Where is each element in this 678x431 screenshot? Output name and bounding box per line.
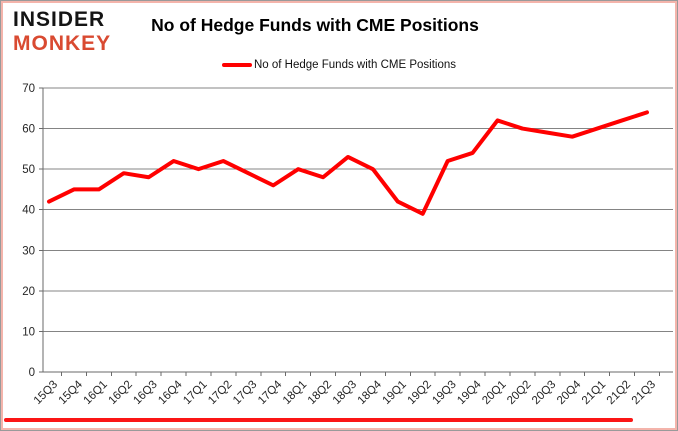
- x-tick-label: 21Q3: [630, 379, 658, 407]
- logo-line-insider: INSIDER: [13, 8, 106, 31]
- chart-legend: No of Hedge Funds with CME Positions: [1, 59, 677, 71]
- x-tick-label: 20Q4: [555, 378, 584, 407]
- x-tick-label: 19Q1: [381, 379, 409, 407]
- x-tick-label: 16Q2: [106, 379, 134, 407]
- x-tick-label: 18Q2: [306, 379, 334, 407]
- y-tick-label: 60: [22, 124, 35, 136]
- x-tick-label: 16Q4: [156, 378, 185, 407]
- y-tick-label: 0: [29, 367, 35, 379]
- footer-red-rule: [4, 418, 633, 422]
- x-tick-label: 20Q2: [505, 379, 533, 407]
- y-tick-label: 20: [22, 286, 35, 298]
- x-tick-label: 16Q3: [131, 379, 159, 407]
- x-tick-label: 21Q1: [580, 379, 608, 407]
- insider-monkey-logo: INSIDER MONKEY: [13, 8, 111, 56]
- x-tick-label: 19Q3: [430, 379, 458, 407]
- chart-title: No of Hedge Funds with CME Positions: [151, 15, 479, 35]
- x-tick-label: 16Q1: [82, 379, 110, 407]
- x-tick-label: 19Q2: [405, 379, 433, 407]
- y-tick-label: 40: [22, 205, 35, 217]
- y-tick-label: 70: [22, 83, 35, 95]
- x-tick-label: 17Q1: [181, 379, 209, 407]
- y-tick-label: 10: [22, 326, 35, 338]
- x-tick-label: 17Q4: [256, 378, 285, 407]
- legend-series-line-swatch: [222, 63, 252, 67]
- x-tick-label: 15Q4: [57, 378, 86, 407]
- x-tick-label: 20Q1: [480, 379, 508, 407]
- x-tick-label: 17Q3: [231, 379, 259, 407]
- y-tick-label: 50: [22, 164, 35, 176]
- x-tick-label: 18Q1: [281, 379, 309, 407]
- x-tick-label: 17Q2: [206, 379, 234, 407]
- legend-series-label: No of Hedge Funds with CME Positions: [254, 59, 456, 71]
- y-tick-label: 30: [22, 245, 35, 257]
- x-tick-label: 20Q3: [530, 379, 558, 407]
- series-line: [47, 110, 649, 216]
- chart-title-wrap: No of Hedge Funds with CME Positions: [1, 15, 677, 36]
- x-tick-label: 18Q4: [356, 378, 385, 407]
- x-tick-label: 21Q2: [605, 379, 633, 407]
- x-tick-label: 18Q3: [331, 379, 359, 407]
- logo-line-monkey: MONKEY: [13, 32, 112, 55]
- x-tick-label: 15Q3: [32, 379, 60, 407]
- x-tick-label: 19Q4: [455, 378, 484, 407]
